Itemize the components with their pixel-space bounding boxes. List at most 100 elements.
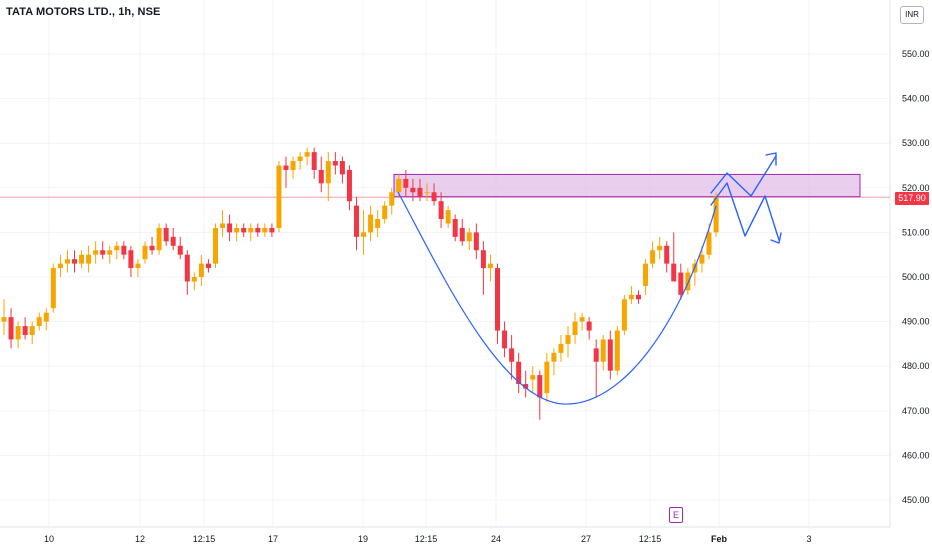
candle-body[interactable] (593, 348, 599, 362)
candle-body[interactable] (565, 334, 571, 344)
candle-body[interactable] (241, 227, 247, 233)
candle-body[interactable] (325, 161, 331, 184)
candle-body[interactable] (50, 268, 56, 309)
currency-badge[interactable]: INR (900, 6, 924, 24)
candle-body[interactable] (22, 326, 28, 335)
projection-zigzag[interactable] (710, 152, 782, 244)
candle-body[interactable] (487, 263, 493, 269)
candle-body[interactable] (276, 165, 282, 228)
candle-body[interactable] (107, 250, 113, 255)
candle-body[interactable] (650, 250, 656, 264)
candle-body[interactable] (607, 339, 613, 371)
cup-pattern-curve[interactable] (397, 191, 717, 405)
candle-body[interactable] (431, 192, 437, 202)
candle-body[interactable] (685, 272, 691, 291)
candle-body[interactable] (297, 156, 303, 162)
candle-body[interactable] (466, 232, 472, 242)
candle-body[interactable] (248, 227, 254, 233)
candle-body[interactable] (121, 245, 127, 255)
candle-body[interactable] (706, 232, 712, 255)
candle-body[interactable] (389, 192, 395, 206)
candle-body[interactable] (114, 245, 120, 251)
candle-body[interactable] (198, 263, 204, 277)
candle-body[interactable] (544, 361, 550, 393)
candle-body[interactable] (614, 330, 620, 371)
candle-body[interactable] (290, 161, 296, 170)
candle-body[interactable] (403, 178, 409, 188)
candle-body[interactable] (628, 294, 634, 300)
candle-body[interactable] (142, 245, 148, 260)
candle-body[interactable] (156, 227, 162, 251)
candle-body[interactable] (664, 245, 670, 264)
candle-body[interactable] (332, 161, 338, 166)
candle-body[interactable] (191, 277, 197, 282)
candle-body[interactable] (346, 169, 352, 202)
candle-body[interactable] (361, 232, 367, 237)
candle-body[interactable] (480, 250, 486, 269)
candle-body[interactable] (205, 263, 211, 269)
candle-body[interactable] (304, 152, 310, 157)
candle-body[interactable] (551, 352, 557, 362)
candle-body[interactable] (269, 227, 275, 233)
candle-body[interactable] (643, 263, 649, 286)
candle-body[interactable] (311, 152, 317, 170)
candle-body[interactable] (600, 339, 606, 362)
candle-body[interactable] (354, 205, 359, 237)
candle-body[interactable] (128, 250, 134, 269)
candle-body[interactable] (621, 299, 627, 331)
candle-body[interactable] (530, 375, 536, 380)
candle-body[interactable] (699, 254, 705, 264)
candle-body[interactable] (523, 384, 529, 389)
candle-body[interactable] (36, 317, 42, 327)
candle-body[interactable] (213, 227, 218, 264)
candle-body[interactable] (15, 326, 21, 340)
candle-body[interactable] (262, 227, 268, 233)
candle-body[interactable] (220, 223, 226, 228)
candle-body[interactable] (473, 232, 479, 251)
candle-body[interactable] (516, 361, 522, 385)
candle-body[interactable] (671, 263, 677, 282)
candle-body[interactable] (445, 210, 451, 224)
candle-body[interactable] (410, 187, 416, 193)
candle-body[interactable] (509, 348, 515, 362)
candle-body[interactable] (495, 268, 500, 331)
candle-body[interactable] (424, 192, 430, 194)
candle-body[interactable] (438, 201, 444, 220)
candle-body[interactable] (234, 227, 240, 233)
candle-body[interactable] (459, 227, 465, 242)
candle-body[interactable] (86, 254, 92, 264)
candle-body[interactable] (382, 205, 388, 220)
candle-body[interactable] (177, 245, 183, 255)
candle-body[interactable] (57, 263, 63, 269)
candle-body[interactable] (558, 343, 564, 353)
candle-body[interactable] (100, 250, 106, 255)
candle-body[interactable] (64, 259, 70, 264)
candle-body[interactable] (149, 245, 155, 251)
candle-body[interactable] (255, 227, 261, 233)
candle-body[interactable] (579, 317, 585, 322)
resistance-zone[interactable] (393, 173, 861, 198)
candle-body[interactable] (318, 169, 324, 184)
candle-body[interactable] (339, 161, 345, 175)
candle-body[interactable] (163, 227, 169, 242)
candle-body[interactable] (586, 321, 592, 331)
candle-body[interactable] (43, 312, 49, 322)
earnings-marker[interactable]: E (669, 507, 683, 523)
candle-body[interactable] (72, 259, 77, 264)
candle-body[interactable] (184, 254, 190, 282)
candle-body[interactable] (283, 165, 289, 170)
candle-body[interactable] (368, 214, 374, 233)
candle-body[interactable] (502, 330, 508, 349)
candle-body[interactable] (537, 375, 543, 398)
candle-body[interactable] (636, 294, 641, 300)
candle-body[interactable] (8, 317, 14, 340)
candle-body[interactable] (657, 245, 663, 251)
candle-body[interactable] (375, 219, 381, 228)
candle-body[interactable] (1, 317, 7, 322)
candle-body[interactable] (572, 321, 578, 335)
candle-body[interactable] (713, 196, 719, 233)
candle-body[interactable] (396, 178, 402, 193)
candle-body[interactable] (452, 219, 458, 237)
candle-body[interactable] (227, 223, 233, 233)
